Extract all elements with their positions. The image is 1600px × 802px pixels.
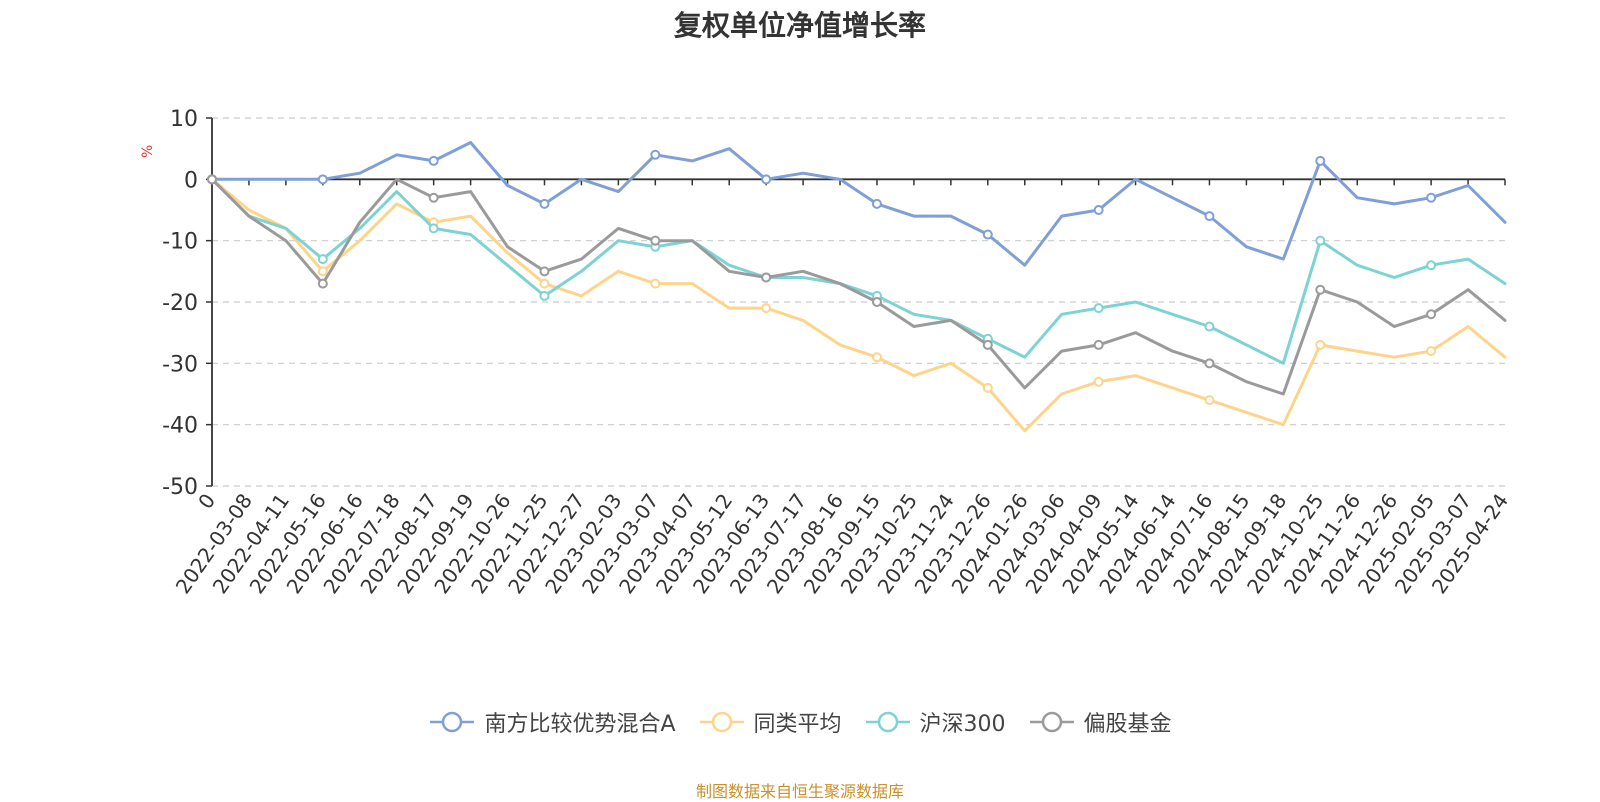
series-point-3 bbox=[982, 339, 993, 350]
series-point-3 bbox=[428, 192, 439, 203]
series-point-1 bbox=[1315, 339, 1326, 350]
series-line-3 bbox=[210, 177, 1507, 396]
legend: 南方比较优势混合A 同类平均 沪深300 偏股基金 bbox=[0, 706, 1600, 738]
y-tick-label: -50 bbox=[162, 475, 198, 500]
series-point-0 bbox=[1204, 211, 1215, 222]
series-layer bbox=[207, 141, 1507, 433]
series-point-1 bbox=[317, 266, 328, 277]
series-point-1 bbox=[1093, 376, 1104, 387]
series-point-3 bbox=[1204, 358, 1215, 369]
series-point-1 bbox=[1204, 395, 1215, 406]
series-line-0 bbox=[210, 141, 1507, 267]
series-point-0 bbox=[539, 198, 550, 209]
series-point-3 bbox=[650, 235, 661, 246]
source-note: 制图数据来自恒生聚源数据库 bbox=[695, 782, 904, 801]
legend-item[interactable]: 偏股基金 bbox=[1028, 706, 1172, 738]
series-point-3 bbox=[761, 272, 772, 283]
series-point-1 bbox=[982, 382, 993, 393]
series-point-0 bbox=[650, 149, 661, 160]
series-point-3 bbox=[539, 266, 550, 277]
y-tick-label: 0 bbox=[184, 168, 198, 193]
series-point-0 bbox=[1426, 192, 1437, 203]
series-point-3 bbox=[1093, 339, 1104, 350]
series-point-3 bbox=[871, 297, 882, 307]
legend-label: 南方比较优势混合A bbox=[484, 712, 676, 737]
series-point-3 bbox=[1426, 309, 1437, 320]
y-tick-label: -40 bbox=[162, 414, 198, 439]
series-point-0 bbox=[1093, 205, 1104, 215]
series-point-3 bbox=[1315, 284, 1326, 295]
y-tick-label: 10 bbox=[170, 107, 198, 132]
legend-item[interactable]: 同类平均 bbox=[698, 706, 842, 738]
y-tick-label: -10 bbox=[162, 230, 198, 255]
series-point-1 bbox=[539, 278, 550, 289]
legend-marker-icon bbox=[1029, 711, 1074, 733]
series-point-0 bbox=[1315, 155, 1326, 166]
y-tick-label: -20 bbox=[162, 291, 198, 316]
chart-title: 复权单位净值增长率 bbox=[673, 9, 926, 42]
series-point-2 bbox=[1204, 321, 1215, 332]
series-point-1 bbox=[1426, 346, 1437, 357]
legend-marker-icon bbox=[865, 711, 910, 733]
series-point-0 bbox=[871, 198, 882, 209]
legend-marker-icon bbox=[699, 711, 744, 733]
series-point-0 bbox=[761, 174, 772, 185]
legend-item[interactable]: 沪深300 bbox=[864, 706, 1006, 738]
series-point-1 bbox=[650, 278, 661, 289]
series-point-0 bbox=[982, 229, 993, 240]
series-point-2 bbox=[428, 223, 439, 234]
series-point-2 bbox=[317, 254, 328, 265]
series-point-2 bbox=[1426, 260, 1437, 271]
series-point-3 bbox=[207, 174, 217, 185]
series-point-2 bbox=[1093, 303, 1104, 314]
series-point-0 bbox=[428, 155, 439, 166]
series-line-2 bbox=[210, 177, 1507, 365]
legend-label: 偏股基金 bbox=[1083, 712, 1172, 737]
series-point-1 bbox=[871, 352, 882, 363]
series-point-2 bbox=[1315, 235, 1326, 246]
legend-marker-icon bbox=[430, 711, 475, 733]
legend-item[interactable]: 南方比较优势混合A bbox=[428, 706, 676, 738]
series-line-1 bbox=[210, 177, 1507, 433]
legend-label: 同类平均 bbox=[753, 712, 842, 737]
legend-label: 沪深300 bbox=[919, 712, 1006, 737]
x-tick-label: 0 bbox=[193, 489, 220, 513]
series-point-2 bbox=[539, 290, 550, 301]
grid-layer bbox=[212, 117, 1505, 487]
series-point-0 bbox=[317, 174, 328, 185]
series-point-3 bbox=[317, 278, 328, 289]
series-point-1 bbox=[761, 303, 772, 314]
axis-layer: 100-10-20-30-40-5002022-03-082022-04-112… bbox=[162, 107, 1513, 598]
y-tick-label: -30 bbox=[162, 352, 198, 377]
